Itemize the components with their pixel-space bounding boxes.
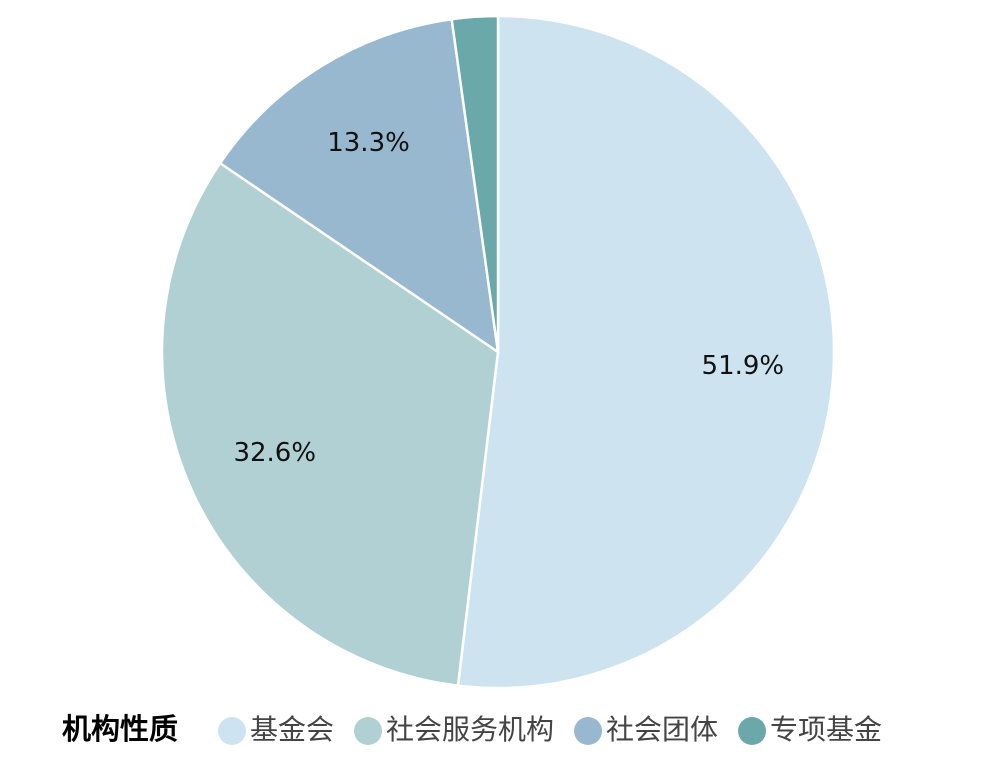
data-label: 32.6% (233, 438, 316, 468)
legend-marker (218, 717, 246, 745)
legend-marker (738, 717, 767, 745)
legend-marker (574, 717, 603, 745)
legend-marker (354, 717, 383, 745)
pie-slice (160, 161, 500, 688)
legend-label: 基金会 (250, 713, 334, 746)
pie-slice (450, 14, 500, 353)
data-label: 13.3% (327, 128, 410, 158)
pie: 51.9% 32.6% 13.3% (160, 14, 836, 690)
data-label: 51.9% (702, 351, 785, 381)
pie-slice (456, 14, 836, 690)
legend-label: 社会团体 (606, 713, 718, 746)
legend: 机构性质 基金会 社会服务机构 社会团体 专项基金 (62, 712, 882, 746)
legend-title: 机构性质 (62, 712, 178, 746)
pie-slice (218, 17, 500, 355)
legend-label: 专项基金 (770, 713, 882, 746)
legend-label: 社会服务机构 (386, 713, 554, 746)
